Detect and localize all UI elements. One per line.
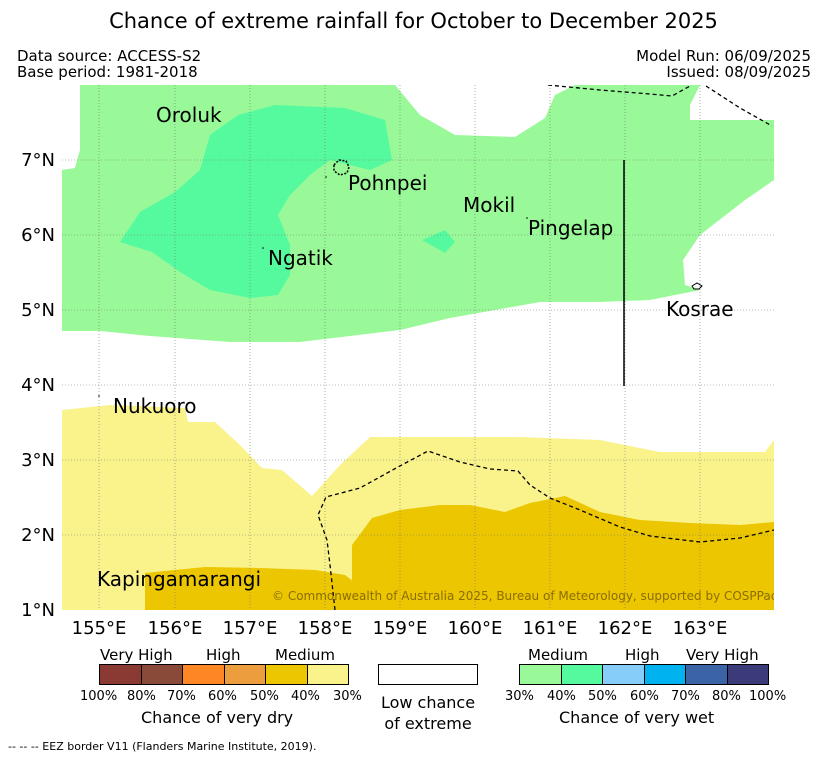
dry-level-high: High xyxy=(206,646,241,664)
dry-swatch-30-40 xyxy=(307,665,348,684)
dry-tick: 60% xyxy=(208,689,237,704)
lon-label: 160°E xyxy=(448,618,503,639)
place-label-oroluk: Oroluk xyxy=(156,103,222,127)
lon-label: 156°E xyxy=(148,618,203,639)
wet-colorbar xyxy=(519,664,769,685)
pohnpei-island xyxy=(333,159,350,176)
wet-tick: 70% xyxy=(671,689,700,704)
kosrae-island xyxy=(691,282,703,290)
lat-label: 6°N xyxy=(21,225,55,246)
low-chance-caption-line2: of extreme xyxy=(384,714,472,733)
wet-tick: 60% xyxy=(630,689,659,704)
dry-colorbar xyxy=(99,664,349,685)
lon-label: 163°E xyxy=(673,618,728,639)
lon-label: 157°E xyxy=(223,618,278,639)
dry-swatch-70-80 xyxy=(141,665,183,684)
dry-tick: 80% xyxy=(127,689,156,704)
wet-swatch-60-70 xyxy=(644,665,686,684)
place-label-nukuoro: Nukuoro xyxy=(113,394,197,418)
lat-label: 3°N xyxy=(21,450,55,471)
wet-swatch-30-40 xyxy=(520,665,562,684)
low-chance-caption-line1: Low chance xyxy=(380,693,476,712)
dry-swatch-60-70 xyxy=(183,665,225,684)
dry-swatch-50-60 xyxy=(224,665,266,684)
map-plot-area: Oroluk Pohnpei Mokil Pingelap Ngatik Kos… xyxy=(62,85,777,610)
graticule xyxy=(62,85,774,610)
wet-40-50-small-region xyxy=(422,230,455,253)
wet-level-high: High xyxy=(625,646,660,664)
dry-level-very-high: Very High xyxy=(100,646,173,664)
lat-label: 5°N xyxy=(21,300,55,321)
lat-label: 4°N xyxy=(21,375,55,396)
lat-label: 1°N xyxy=(21,600,55,621)
dry-tick: 70% xyxy=(167,689,196,704)
dry-40-50-south-region xyxy=(145,567,362,610)
lat-label: 7°N xyxy=(21,150,55,171)
dry-tick: 100% xyxy=(80,689,118,704)
dry-swatch-40-50 xyxy=(266,665,308,684)
place-label-pohnpei: Pohnpei xyxy=(348,171,428,195)
eez-footnote: -- -- -- EEZ border V11 (Flanders Marine… xyxy=(8,740,317,753)
dry-tick: 50% xyxy=(250,689,279,704)
wet-swatch-70-80 xyxy=(686,665,728,684)
lon-label: 162°E xyxy=(598,618,653,639)
wet-40-50-region xyxy=(120,105,392,298)
data-source-label: Data source: ACCESS-S2 xyxy=(17,47,202,65)
place-label-kapingamarangi: Kapingamarangi xyxy=(97,567,261,591)
lon-label: 155°E xyxy=(72,618,127,639)
wet-swatch-40-50 xyxy=(561,665,603,684)
lon-label: 158°E xyxy=(298,618,353,639)
low-chance-swatch xyxy=(378,664,478,685)
pingelap-atoll xyxy=(526,217,528,219)
nukuoro-atoll xyxy=(98,395,100,397)
wet-level-very-high: Very High xyxy=(686,646,759,664)
place-label-pingelap: Pingelap xyxy=(528,216,613,240)
wet-legend-caption: Chance of very wet xyxy=(559,708,715,727)
wet-tick: 30% xyxy=(505,689,534,704)
eez-borders xyxy=(317,85,774,610)
copyright-note: © Commonwealth of Australia 2025, Bureau… xyxy=(272,589,777,603)
wet-swatch-80-100 xyxy=(727,665,768,684)
model-run-label: Model Run: 06/09/2025 xyxy=(636,47,811,65)
dry-40-50-region xyxy=(352,496,774,610)
lon-label: 161°E xyxy=(523,618,578,639)
dry-legend-caption: Chance of very dry xyxy=(141,708,294,727)
wet-tick: 40% xyxy=(547,689,576,704)
place-label-kosrae: Kosrae xyxy=(666,297,734,321)
wet-level-medium: Medium xyxy=(528,646,588,664)
lon-label: 159°E xyxy=(373,618,428,639)
pohnpei-islet xyxy=(325,176,327,178)
wet-swatch-50-60 xyxy=(603,665,645,684)
dry-tick: 30% xyxy=(333,689,362,704)
dry-level-medium: Medium xyxy=(275,646,335,664)
wet-tick: 50% xyxy=(588,689,617,704)
map-title: Chance of extreme rainfall for October t… xyxy=(109,9,718,33)
wet-tick: 80% xyxy=(712,689,741,704)
place-label-ngatik: Ngatik xyxy=(268,246,333,270)
place-label-mokil: Mokil xyxy=(463,193,515,217)
dry-swatch-80-100 xyxy=(100,665,142,684)
wet-tick: 100% xyxy=(749,689,787,704)
rainfall-map: Oroluk Pohnpei Mokil Pingelap Ngatik Kos… xyxy=(21,85,777,639)
lat-label: 2°N xyxy=(21,525,55,546)
dry-tick: 40% xyxy=(291,689,320,704)
issued-label: Issued: 08/09/2025 xyxy=(666,63,811,81)
ngatik-atoll xyxy=(262,247,264,249)
base-period-label: Base period: 1981-2018 xyxy=(17,63,198,81)
